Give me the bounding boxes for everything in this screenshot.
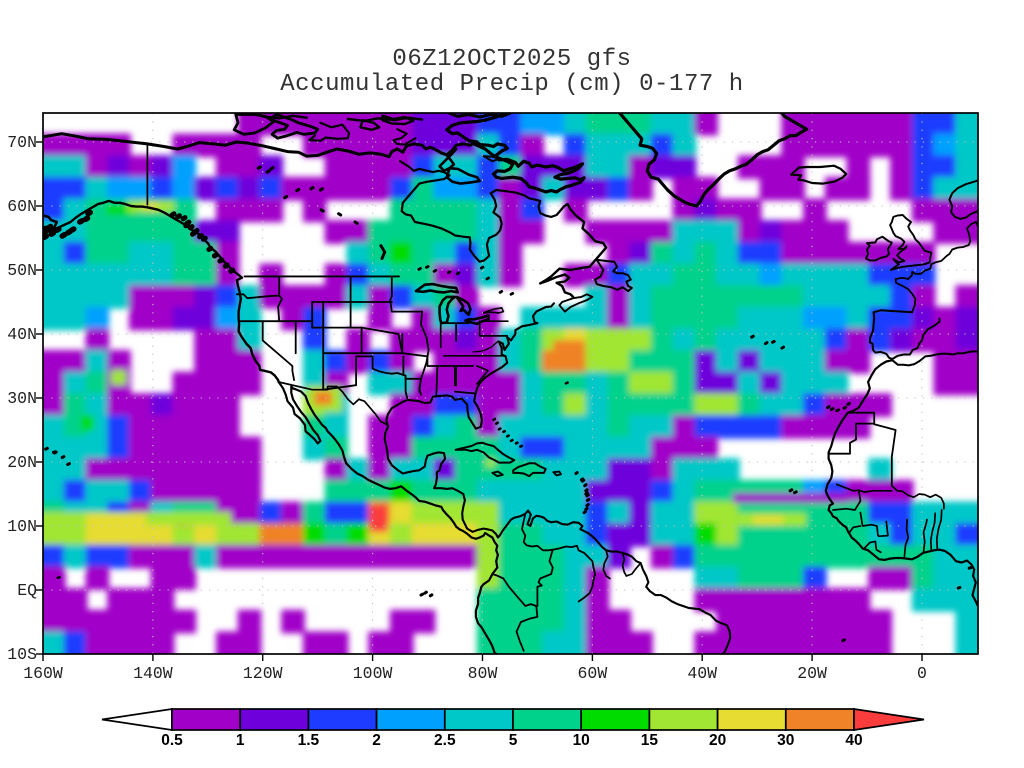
svg-text:40W: 40W (687, 664, 717, 683)
svg-text:2.5: 2.5 (434, 732, 456, 749)
svg-text:20W: 20W (797, 664, 827, 683)
svg-text:40: 40 (845, 732, 862, 749)
svg-text:1.5: 1.5 (298, 732, 320, 749)
svg-text:160W: 160W (23, 664, 63, 683)
svg-text:5: 5 (509, 732, 518, 749)
svg-text:20N: 20N (7, 453, 37, 472)
svg-text:70N: 70N (7, 133, 37, 152)
svg-text:30: 30 (777, 732, 794, 749)
svg-text:50N: 50N (7, 261, 37, 280)
svg-text:Accumulated Precip (cm) 0-177: Accumulated Precip (cm) 0-177 h (280, 71, 744, 98)
svg-text:120W: 120W (243, 664, 283, 683)
svg-text:100W: 100W (353, 664, 393, 683)
svg-text:0.5: 0.5 (161, 732, 183, 749)
svg-text:20: 20 (709, 732, 726, 749)
svg-text:2: 2 (372, 732, 381, 749)
svg-text:10S: 10S (7, 645, 37, 664)
svg-text:EQ: EQ (17, 581, 37, 600)
svg-text:80W: 80W (468, 664, 498, 683)
svg-text:10N: 10N (7, 517, 37, 536)
svg-text:10: 10 (573, 732, 590, 749)
svg-text:1: 1 (236, 732, 245, 749)
svg-text:60N: 60N (7, 197, 37, 216)
svg-text:30N: 30N (7, 389, 37, 408)
svg-text:140W: 140W (133, 664, 173, 683)
svg-text:06Z12OCT2025 gfs: 06Z12OCT2025 gfs (392, 46, 631, 73)
svg-text:60W: 60W (578, 664, 608, 683)
svg-text:40N: 40N (7, 325, 37, 344)
svg-text:15: 15 (641, 732, 659, 749)
svg-text:0: 0 (917, 664, 927, 683)
